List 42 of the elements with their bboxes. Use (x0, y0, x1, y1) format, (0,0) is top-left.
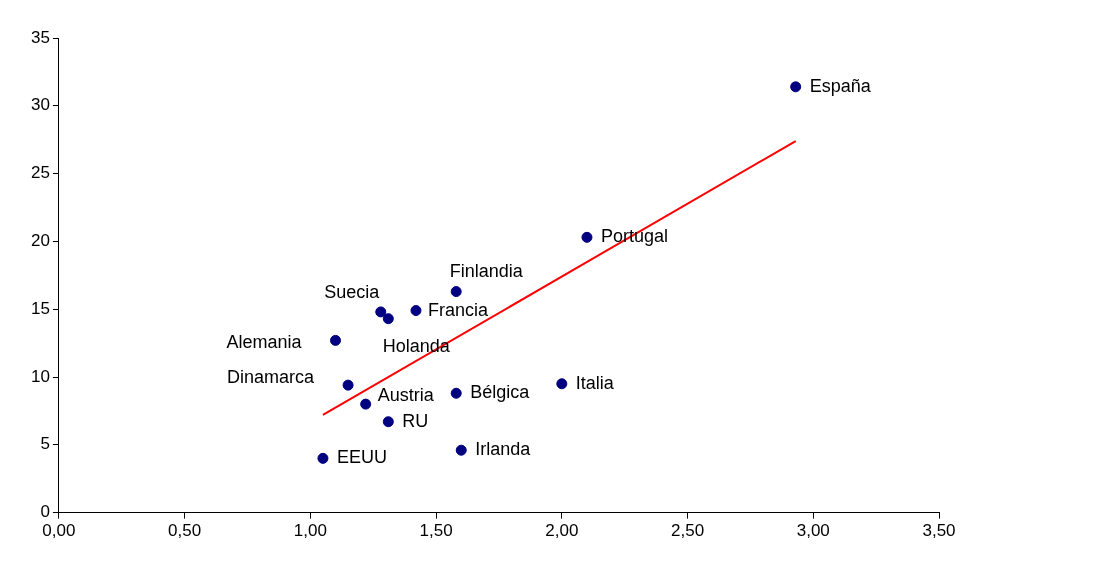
y-tick-label: 30 (30, 95, 50, 115)
x-tick-label: 1,50 (419, 521, 453, 541)
point (317, 452, 329, 464)
y-tick-label: 20 (30, 231, 50, 251)
series-label: Italia (575, 372, 615, 393)
point (450, 387, 462, 399)
series-label: Francia (427, 299, 489, 320)
series-label: Bélgica (470, 382, 531, 403)
point (382, 313, 394, 325)
x-tick-label: 2,00 (545, 521, 579, 541)
series-label: Suecia (324, 281, 381, 302)
y-tick-label: 10 (30, 366, 50, 386)
series-label: EEUU (336, 447, 387, 468)
y-tick-label: 25 (30, 163, 50, 183)
point (790, 81, 802, 93)
series-label: Austria (377, 385, 435, 406)
point (360, 398, 372, 410)
series-label: Irlanda (475, 439, 532, 460)
point (375, 306, 387, 318)
series-label: España (809, 75, 872, 96)
point (342, 379, 354, 391)
x-tick-label: 0,50 (168, 521, 202, 541)
series-label: Alemania (226, 332, 303, 353)
point (450, 286, 462, 298)
point (581, 231, 593, 243)
series-label: Dinamarca (227, 367, 316, 388)
y-tick-label: 0 (40, 502, 50, 522)
point (382, 416, 394, 428)
x-tick-label: 1,00 (293, 521, 327, 541)
point (330, 334, 342, 346)
x-tick-label: 3,50 (922, 521, 956, 541)
point (410, 305, 422, 317)
y-tick-label: 5 (40, 434, 50, 454)
y-tick-label: 15 (30, 298, 50, 318)
x-tick-label: 2,50 (671, 521, 705, 541)
series-label: Finlandia (449, 260, 524, 281)
x-tick-label: 3,00 (796, 521, 830, 541)
point (455, 444, 467, 456)
y-tick-label: 35 (30, 27, 50, 47)
series-label: RU (402, 410, 429, 431)
x-tick-label: 0,00 (42, 521, 76, 541)
point (556, 378, 568, 390)
